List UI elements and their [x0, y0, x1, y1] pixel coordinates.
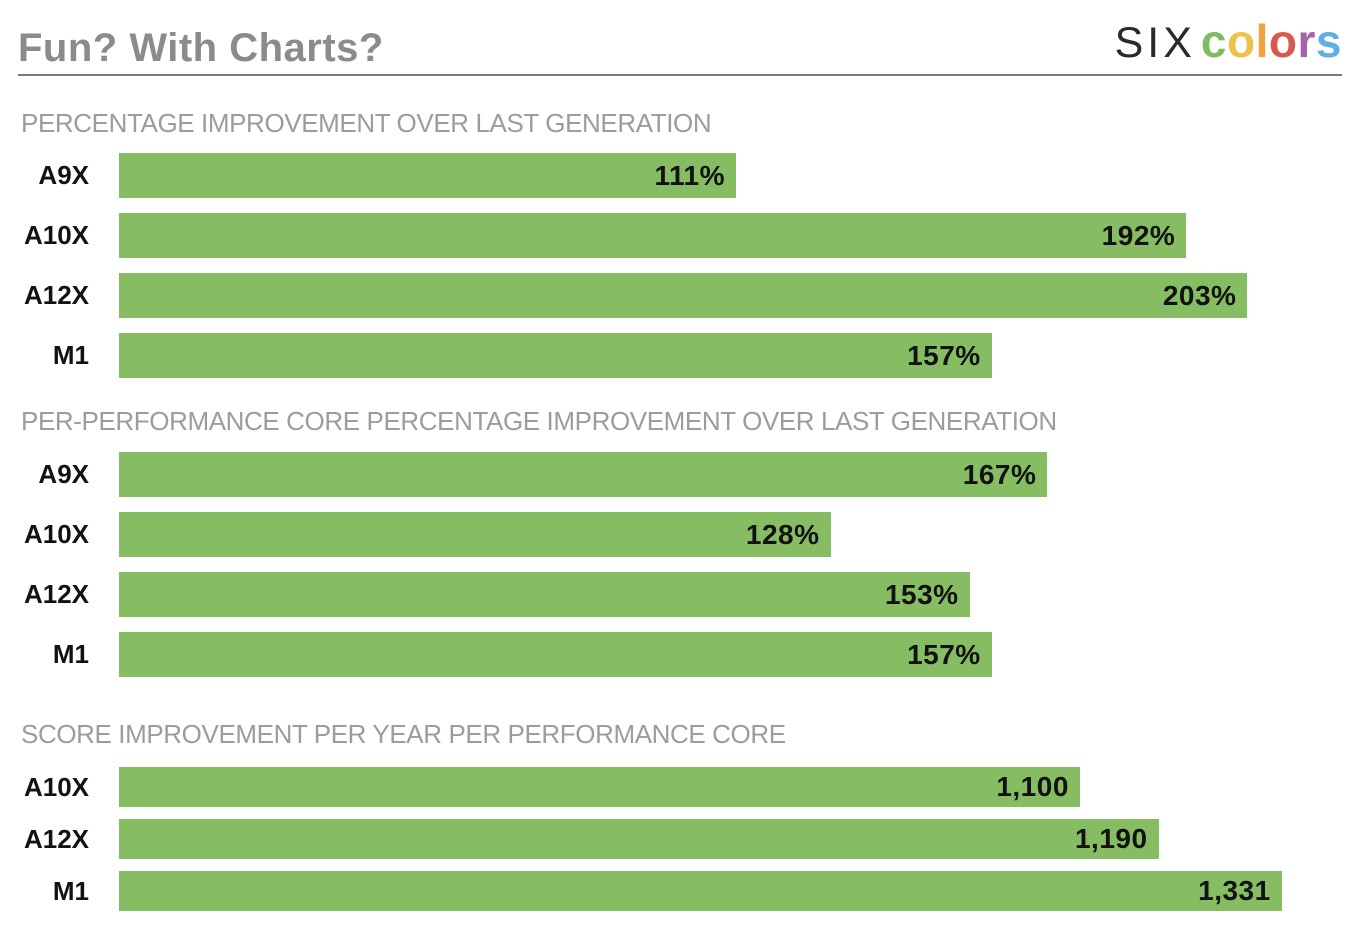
bar-value: 1,331	[1198, 875, 1271, 906]
bar-track: 157%	[119, 333, 1342, 378]
bar-label: A10X	[23, 220, 89, 250]
logo-letter: o	[1227, 15, 1256, 67]
chart-title: PERCENTAGE IMPROVEMENT OVER LAST GENERAT…	[21, 108, 712, 138]
bar: 1,190	[119, 819, 1159, 859]
chart-rows: A10X 1,100 A12X 1,190 M1 1,331	[18, 767, 1342, 911]
bar-row: M1 157%	[18, 632, 1342, 677]
bar-value: 111%	[654, 159, 725, 191]
bar: 111%	[119, 153, 736, 198]
bar-label: A12X	[23, 579, 89, 609]
bar: 1,331	[119, 871, 1282, 911]
bar-row: A12X 1,190	[18, 819, 1342, 859]
bar-track: 167%	[119, 452, 1342, 497]
bar-label: A12X	[23, 823, 89, 854]
bar-row: M1 1,331	[18, 871, 1342, 911]
logo-letter: r	[1297, 15, 1316, 67]
bar-value: 157%	[907, 339, 981, 371]
bar-track: 153%	[119, 572, 1342, 617]
bar-track: 1,190	[119, 819, 1342, 859]
chart-section-1: PERCENTAGE IMPROVEMENT OVER LAST GENERAT…	[18, 108, 1342, 378]
bar-track: 111%	[119, 153, 1342, 198]
page-title: Fun? With Charts?	[18, 26, 384, 70]
bar: 128%	[119, 512, 831, 557]
bar-track: 128%	[119, 512, 1342, 557]
bar-track: 1,100	[119, 767, 1342, 807]
bar-label: M1	[52, 639, 89, 669]
bar-row: A9X 167%	[18, 452, 1342, 497]
chart-rows: A9X 167% A10X 128% A12X 153% M1 157%	[18, 452, 1342, 677]
bar: 203%	[119, 273, 1248, 318]
chart-section-3: SCORE IMPROVEMENT PER YEAR PER PERFORMAN…	[18, 719, 1342, 911]
bar-row: A10X 192%	[18, 213, 1342, 258]
bar: 157%	[119, 333, 992, 378]
bar: 1,100	[119, 767, 1080, 807]
bar-label: A9X	[38, 459, 89, 489]
bar-row: A10X 1,100	[18, 767, 1342, 807]
bar-row: M1 157%	[18, 333, 1342, 378]
header: Fun? With Charts? six colors	[18, 0, 1342, 76]
bar-row: A12X 203%	[18, 273, 1342, 318]
logo-letter: l	[1255, 15, 1269, 67]
bar-row: A10X 128%	[18, 512, 1342, 557]
bar-label: A10X	[23, 519, 89, 549]
bar-row: A9X 111%	[18, 153, 1342, 198]
bar-label: A12X	[23, 280, 89, 310]
logo-colors-text: colors	[1201, 18, 1342, 64]
bar: 153%	[119, 572, 970, 617]
bar-value: 153%	[884, 578, 959, 610]
chart-title: SCORE IMPROVEMENT PER YEAR PER PERFORMAN…	[21, 719, 786, 749]
bar: 157%	[119, 632, 992, 677]
bar-track: 203%	[119, 273, 1342, 318]
bar-label: M1	[52, 340, 89, 370]
logo-letter: c	[1200, 15, 1227, 67]
logo-letter: o	[1268, 15, 1298, 67]
chart-rows: A9X 111% A10X 192% A12X 203% M1 157%	[18, 153, 1342, 378]
bar-label: M1	[52, 875, 89, 906]
bar-label: A9X	[38, 160, 89, 190]
bar-row: A12X 153%	[18, 572, 1342, 617]
chart-title: PER-PERFORMANCE CORE PERCENTAGE IMPROVEM…	[21, 406, 1057, 436]
bar: 192%	[119, 213, 1187, 258]
bar-value: 1,190	[1074, 823, 1148, 854]
bar-value: 192%	[1101, 219, 1176, 251]
bar-value: 203%	[1162, 279, 1237, 311]
bar-track: 192%	[119, 213, 1342, 258]
bar-value: 128%	[745, 518, 820, 550]
bar: 167%	[119, 452, 1048, 497]
bar-value: 1,100	[996, 771, 1069, 802]
logo-letter: s	[1315, 15, 1342, 67]
charts: PERCENTAGE IMPROVEMENT OVER LAST GENERAT…	[18, 108, 1342, 911]
bar-track: 1,331	[119, 871, 1342, 911]
bar-value: 167%	[962, 458, 1037, 490]
bar-track: 157%	[119, 632, 1342, 677]
bar-label: A10X	[23, 771, 89, 802]
bar-value: 157%	[907, 638, 981, 670]
sixcolors-logo: six colors	[1115, 18, 1342, 65]
chart-section-2: PER-PERFORMANCE CORE PERCENTAGE IMPROVEM…	[18, 406, 1342, 677]
logo-six-text: six	[1114, 19, 1196, 67]
